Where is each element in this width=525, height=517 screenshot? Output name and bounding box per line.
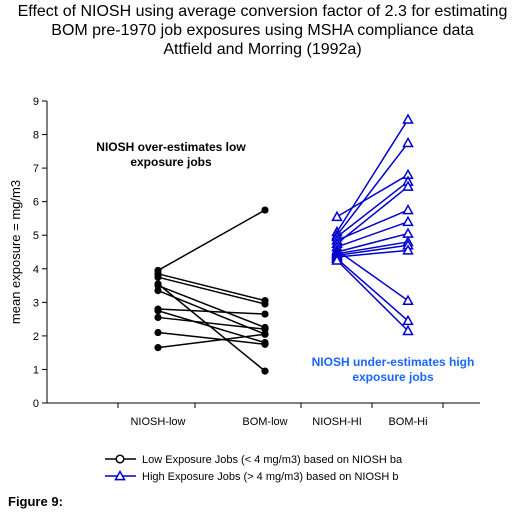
high-exposure-line	[336, 119, 409, 233]
chart-title-line: Attfield and Morring (1992a)	[163, 41, 362, 58]
low-bom-point	[261, 300, 269, 308]
high-exposure-line	[336, 180, 409, 238]
low-exposure-line	[157, 333, 266, 349]
high-niosh-point	[331, 210, 343, 222]
high-bom-point	[402, 113, 414, 124]
y-tick-label: 2	[33, 331, 39, 343]
low-bom-point	[261, 330, 269, 338]
y-tick-label: 6	[33, 197, 39, 209]
high-exposure-line	[336, 259, 409, 332]
low-niosh-point	[154, 313, 162, 322]
high-exposure-line	[336, 244, 409, 257]
low-niosh-point	[154, 307, 162, 315]
chart-title-line: Effect of NIOSH using average conversion…	[17, 3, 508, 20]
low-bom-point	[261, 340, 269, 348]
x-tick-label: BOM-low	[242, 416, 287, 428]
low-exposure-line	[157, 284, 266, 329]
high-bom-point	[402, 244, 414, 255]
low-exposure-line	[157, 276, 266, 305]
y-tick-label: 7	[33, 163, 39, 175]
low-exposure-line	[157, 331, 266, 346]
high-bom-point	[402, 180, 414, 191]
low-exposure-line	[157, 283, 266, 372]
low-bom-point	[261, 325, 269, 333]
y-tick-label: 1	[33, 364, 39, 376]
low-niosh-point	[154, 344, 162, 352]
low-exposure-line	[157, 273, 266, 302]
low-bom-point	[261, 206, 269, 214]
high-bom-point	[402, 314, 414, 326]
low-niosh-point	[154, 280, 162, 288]
figure-label: Figure 9:	[8, 494, 63, 509]
annotation-over-estimates: exposure jobs	[130, 155, 212, 169]
legend-low-marker	[115, 454, 125, 464]
high-bom-point	[402, 204, 414, 215]
high-bom-point	[402, 324, 414, 336]
high-bom-point	[402, 136, 414, 148]
low-niosh-point	[154, 328, 162, 337]
low-niosh-point	[154, 273, 162, 281]
y-tick-label: 5	[33, 230, 39, 242]
low-exposure-line	[157, 308, 266, 315]
high-exposure-line	[336, 174, 409, 218]
y-tick-label: 0	[33, 398, 39, 410]
high-exposure-line	[336, 232, 409, 253]
legend-high-label: High Exposure Jobs (> 4 mg/m3) based on …	[142, 471, 398, 483]
y-tick-label: 4	[33, 264, 39, 276]
high-exposure-line	[336, 221, 409, 248]
high-exposure-line	[336, 241, 409, 255]
low-exposure-line	[157, 209, 266, 272]
y-tick-label: 3	[33, 297, 39, 309]
high-exposure-line	[336, 249, 409, 258]
annotation-over-estimates: NIOSH over-estimates low	[96, 140, 246, 154]
annotation-under-estimates: NIOSH under-estimates high	[312, 355, 475, 369]
x-tick-label: NIOSH-HI	[312, 416, 362, 428]
high-exposure-line	[336, 258, 409, 322]
y-tick-label: 8	[33, 130, 39, 142]
low-niosh-point	[154, 286, 162, 295]
high-bom-point	[402, 215, 414, 227]
y-tick-label: 9	[33, 96, 39, 108]
high-exposure-line	[336, 249, 409, 302]
high-bom-point	[402, 294, 414, 306]
high-niosh-point	[331, 254, 343, 265]
x-tick-label: BOM-Hi	[388, 416, 427, 428]
x-tick-label: NIOSH-low	[130, 416, 185, 428]
high-exposure-line	[336, 209, 409, 241]
low-exposure-line	[157, 316, 266, 330]
chart-title-line: BOM pre-1970 job exposures using MSHA co…	[51, 22, 474, 39]
low-bom-point	[261, 310, 269, 318]
annotation-under-estimates: exposure jobs	[352, 370, 434, 384]
legend-low-label: Low Exposure Jobs (< 4 mg/m3) based on N…	[142, 454, 403, 466]
low-bom-point	[261, 367, 269, 375]
high-exposure-line	[336, 142, 409, 236]
chart-title: Effect of NIOSH using average conversion…	[0, 2, 525, 59]
legend-high-marker	[114, 469, 126, 481]
y-axis-label: mean exposure = mg/m3	[8, 180, 23, 324]
high-exposure-line	[336, 185, 409, 245]
